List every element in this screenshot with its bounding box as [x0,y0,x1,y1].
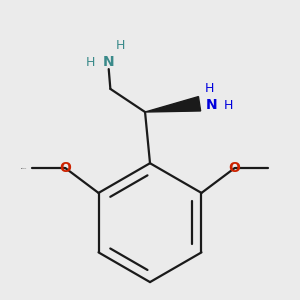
Text: H: H [116,40,125,52]
Text: N: N [103,56,115,70]
Text: methoxy: methoxy [21,167,27,169]
Polygon shape [145,97,201,112]
Text: O: O [229,161,240,175]
Text: O: O [60,161,71,175]
Text: H: H [86,56,95,69]
Text: N: N [205,98,217,112]
Text: H: H [224,99,233,112]
Text: H: H [205,82,214,95]
